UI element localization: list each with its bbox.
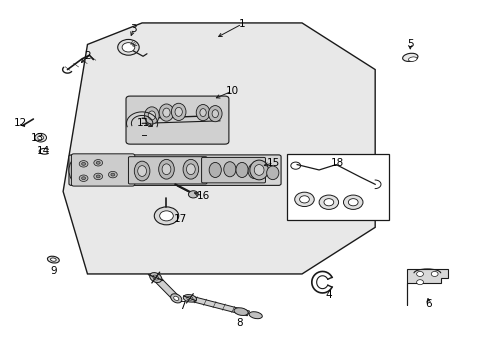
Polygon shape (152, 276, 179, 300)
Text: 2: 2 (84, 51, 91, 61)
Circle shape (299, 196, 309, 203)
Text: 16: 16 (196, 191, 209, 201)
Circle shape (347, 199, 357, 206)
Ellipse shape (183, 294, 196, 302)
Circle shape (416, 271, 423, 276)
Circle shape (96, 161, 100, 164)
Ellipse shape (149, 273, 162, 283)
Ellipse shape (163, 108, 170, 117)
Ellipse shape (209, 162, 221, 177)
Circle shape (81, 177, 85, 180)
Ellipse shape (148, 111, 155, 120)
Ellipse shape (186, 297, 193, 300)
Ellipse shape (47, 256, 59, 263)
Text: 17: 17 (173, 215, 186, 224)
Ellipse shape (236, 162, 247, 177)
Text: 12: 12 (14, 118, 27, 128)
Ellipse shape (69, 159, 83, 182)
Text: 1: 1 (238, 19, 245, 29)
Text: 14: 14 (37, 146, 50, 156)
Circle shape (319, 195, 338, 210)
Text: 3: 3 (130, 24, 136, 35)
Circle shape (111, 173, 115, 176)
Text: 8: 8 (236, 319, 243, 328)
Circle shape (159, 211, 173, 221)
Ellipse shape (200, 109, 206, 117)
FancyBboxPatch shape (201, 157, 265, 183)
Circle shape (294, 192, 314, 207)
Circle shape (79, 161, 88, 167)
Circle shape (188, 191, 198, 198)
Ellipse shape (153, 275, 158, 280)
Ellipse shape (186, 164, 195, 175)
Circle shape (324, 199, 333, 206)
Ellipse shape (208, 105, 222, 122)
Ellipse shape (158, 159, 174, 179)
Ellipse shape (254, 165, 264, 175)
Ellipse shape (170, 294, 182, 303)
Circle shape (79, 175, 88, 181)
Text: 15: 15 (266, 158, 280, 168)
Circle shape (430, 271, 437, 276)
FancyBboxPatch shape (69, 155, 281, 185)
Ellipse shape (134, 161, 150, 181)
Circle shape (96, 175, 100, 178)
Ellipse shape (171, 103, 185, 121)
Text: 11: 11 (137, 118, 150, 128)
Circle shape (154, 207, 178, 225)
Polygon shape (63, 23, 374, 274)
Ellipse shape (50, 258, 56, 261)
Text: 7: 7 (179, 301, 185, 311)
Circle shape (118, 40, 139, 55)
Ellipse shape (144, 107, 159, 124)
Text: 13: 13 (31, 133, 44, 143)
Text: 10: 10 (225, 86, 238, 96)
FancyBboxPatch shape (126, 96, 228, 144)
Circle shape (38, 135, 43, 140)
Ellipse shape (407, 57, 416, 62)
Polygon shape (406, 269, 447, 305)
Ellipse shape (249, 160, 268, 180)
Ellipse shape (159, 104, 173, 121)
Ellipse shape (183, 159, 198, 179)
Text: 5: 5 (406, 39, 413, 49)
Circle shape (343, 195, 362, 210)
Circle shape (122, 42, 135, 52)
Text: 4: 4 (325, 290, 331, 300)
Ellipse shape (173, 296, 179, 301)
Ellipse shape (196, 104, 209, 121)
Circle shape (94, 173, 102, 180)
Circle shape (108, 171, 117, 178)
Ellipse shape (266, 166, 278, 180)
Circle shape (35, 134, 46, 142)
FancyBboxPatch shape (128, 157, 206, 184)
Ellipse shape (234, 308, 247, 315)
Circle shape (81, 162, 85, 165)
Circle shape (416, 280, 423, 285)
Ellipse shape (162, 164, 170, 175)
Text: 9: 9 (50, 266, 57, 276)
Ellipse shape (212, 110, 218, 118)
Ellipse shape (248, 312, 262, 319)
Ellipse shape (402, 53, 417, 62)
Ellipse shape (138, 166, 146, 176)
FancyBboxPatch shape (71, 154, 135, 186)
Circle shape (94, 159, 102, 166)
Polygon shape (188, 296, 249, 316)
Ellipse shape (175, 107, 182, 116)
Text: 18: 18 (330, 158, 343, 168)
Ellipse shape (247, 163, 260, 179)
Bar (287, 154, 388, 220)
Text: 6: 6 (425, 299, 431, 309)
Ellipse shape (224, 162, 236, 177)
